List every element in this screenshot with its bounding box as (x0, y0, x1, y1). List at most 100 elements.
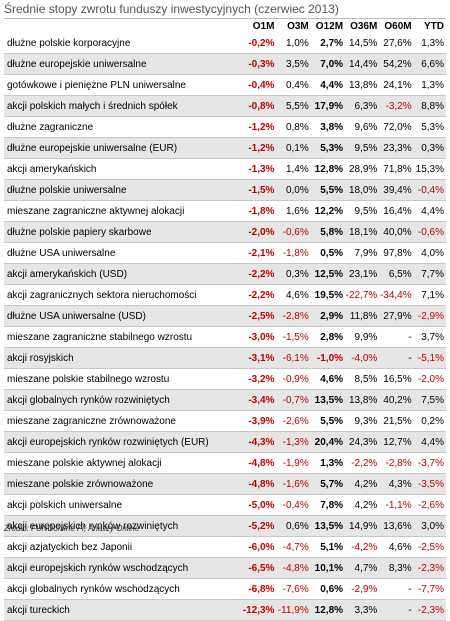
cell-o1m: -0,8% (242, 95, 277, 117)
cell-o12m: 5,5% (310, 179, 346, 201)
cell-o36m: 9,3% (345, 410, 380, 432)
cell-o60m: 27,6% (379, 33, 414, 54)
table-row: akcji europejskich rynków rozwiniętych -5… (4, 515, 446, 537)
cell-o1m: -1,8% (242, 200, 277, 222)
cell-o60m: 24,1% (379, 74, 414, 96)
table-row: akcji rosyjskich -3,1% -6,1% -1,0% -4,0% - -5,… (4, 347, 446, 369)
cell-ytd: 5,3% (413, 116, 446, 138)
cell-fund-name: dłużne europejskie uniwersalne (4, 53, 243, 75)
cell-fund-name: dłużne USA uniwersalne (USD) (4, 305, 243, 327)
cell-o36m: 9,5% (345, 137, 380, 159)
cell-o1m: -4,8% (242, 473, 277, 495)
cell-o60m: -34,4% (379, 284, 414, 306)
cell-o12m: 0,5% (310, 242, 346, 264)
cell-ytd: -2,9% (413, 305, 446, 327)
table-row: dłużne polskie uniwersalne -1,5% 0,0% 5,5% 1… (4, 179, 446, 201)
cell-o12m: 12,2% (310, 200, 346, 222)
cell-o60m: 21,5% (379, 410, 414, 432)
cell-o60m: 54,2% (379, 53, 414, 75)
cell-o3m: -1,9% (276, 452, 311, 474)
cell-o12m: 5,8% (310, 221, 346, 243)
cell-o36m: 8,5% (345, 368, 380, 390)
cell-o3m: 1,0% (276, 33, 311, 54)
cell-fund-name: dłużne USA uniwersalne (4, 242, 243, 264)
cell-ytd: -2,3% (413, 557, 446, 579)
cell-o60m: 40,0% (379, 221, 414, 243)
table-row: dłużne europejskie uniwersalne (EUR) -1,2… (4, 137, 446, 159)
cell-o12m: 12,5% (310, 263, 346, 285)
cell-o12m: 0,6% (310, 578, 346, 600)
cell-o3m: 0,3% (276, 263, 311, 285)
cell-o1m: -3,9% (242, 410, 277, 432)
cell-o36m: -4,2% (345, 536, 380, 558)
cell-ytd: -2,5% (413, 536, 446, 558)
cell-ytd: 1,3% (413, 33, 446, 54)
cell-o3m: -1,5% (276, 326, 311, 348)
cell-fund-name: dłużne polskie uniwersalne (4, 179, 243, 201)
cell-ytd: 7,7% (413, 263, 446, 285)
cell-o3m: 0,6% (276, 515, 311, 537)
cell-o3m: 3,5% (276, 53, 311, 75)
cell-o36m: 6,3% (345, 95, 380, 117)
cell-fund-name: akcji polskich uniwersalne (4, 494, 243, 516)
table-row: dłużne zagraniczne -1,2% 0,8% 3,8% 9,6% 72,0%… (4, 116, 446, 138)
cell-o3m: -11,9% (276, 599, 311, 621)
cell-o36m: -2,2% (345, 452, 380, 474)
cell-o1m: -3,4% (242, 389, 277, 411)
cell-o12m: 5,7% (310, 473, 346, 495)
cell-o12m: 5,1% (310, 536, 346, 558)
table-row: dłużne USA uniwersalne -2,1% -1,8% 0,5% 7,9%… (4, 242, 446, 264)
cell-o1m: -2,5% (242, 305, 277, 327)
cell-o1m: -2,1% (242, 242, 277, 264)
header-o36m: O36M (350, 20, 378, 32)
table-row: akcji europejskich rynków rozwiniętych (… (4, 431, 446, 453)
cell-o12m: 12,8% (310, 158, 346, 180)
table-row: akcji azjatyckich bez Japonii -6,0% -4,7% 5… (4, 536, 446, 558)
cell-ytd: 7,1% (413, 284, 446, 306)
cell-ytd: 4,4% (413, 431, 446, 453)
cell-o60m: 71,8% (379, 158, 414, 180)
cell-fund-name: mieszane polskie zrównoważone (4, 473, 243, 495)
header-ytd: YTD (424, 20, 444, 32)
cell-o1m: -2,0% (242, 221, 277, 243)
cell-o3m: 0,4% (276, 74, 311, 96)
cell-ytd: 3,0% (413, 515, 446, 537)
cell-o3m: -1,3% (276, 431, 311, 453)
cell-ytd: -2,3% (413, 599, 446, 621)
cell-o36m: 13,8% (345, 389, 380, 411)
cell-o12m: 2,7% (310, 33, 346, 54)
cell-o3m: -0,6% (276, 221, 311, 243)
table-row: dłużne USA uniwersalne (USD) -2,5% -2,8% 2,… (4, 305, 446, 327)
cell-o12m: 2,9% (310, 305, 346, 327)
table-row: dłużne europejskie uniwersalne -0,3% 3,5% 7… (4, 53, 446, 75)
cell-o1m: -5,2% (242, 515, 277, 537)
cell-o60m: 27,9% (379, 305, 414, 327)
cell-fund-name: dłużne polskie korporacyjne (4, 33, 243, 54)
cell-ytd: 4,4% (413, 200, 446, 222)
cell-ytd: -2,6% (413, 494, 446, 516)
table-row: akcji polskich małych i średnich spółek -… (4, 95, 446, 117)
cell-o12m: 7,8% (310, 494, 346, 516)
cell-o1m: -2,2% (242, 263, 277, 285)
cell-ytd: -0,6% (413, 221, 446, 243)
table-row: akcji amerykańskich -1,3% 1,4% 12,8% 28,9% 71… (4, 158, 446, 180)
cell-fund-name: mieszane zagraniczne stabilnego wzrostu (4, 326, 243, 348)
cell-o3m: -1,8% (276, 242, 311, 264)
cell-o36m: 11,8% (345, 305, 380, 327)
header-fund-category (4, 19, 242, 33)
table-row: dłużne polskie korporacyjne -0,2% 1,0% 2,7%… (4, 33, 446, 54)
cell-o60m: -2,8% (379, 452, 414, 474)
cell-o3m: -0,4% (276, 494, 311, 516)
cell-fund-name: akcji europejskich rynków wschodzących (4, 557, 243, 579)
cell-o3m: 1,4% (276, 158, 311, 180)
cell-o1m: -6,0% (242, 536, 277, 558)
table-row: akcji polskich uniwersalne -5,0% -0,4% 7,8%… (4, 494, 446, 516)
cell-fund-name: mieszane polskie stabilnego wzrostu (4, 368, 243, 390)
cell-ytd: -3,7% (413, 452, 446, 474)
cell-o1m: -0,4% (242, 74, 277, 96)
cell-o1m: -0,2% (242, 33, 277, 54)
table-row: akcji globalnych rynków rozwiniętych -3,4… (4, 389, 446, 411)
header-o60m: O60M (384, 20, 412, 32)
cell-o60m: 72,0% (379, 116, 414, 138)
cell-o60m: - (379, 326, 414, 348)
